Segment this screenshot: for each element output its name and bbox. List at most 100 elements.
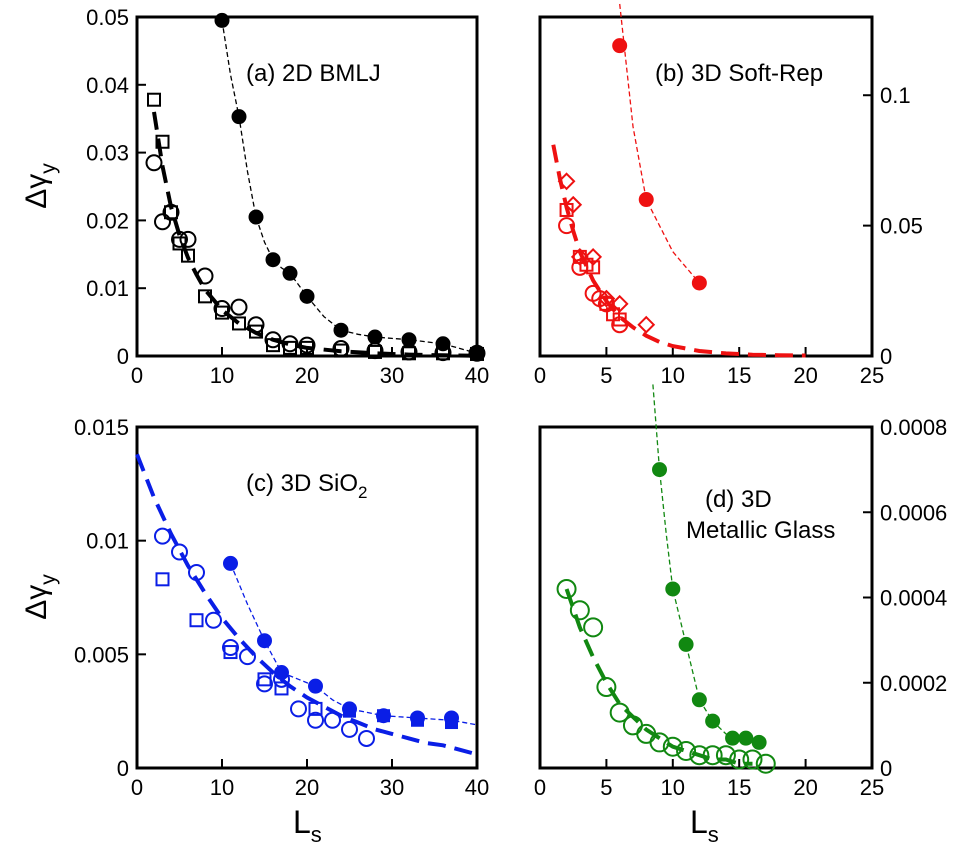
panel-c-filled-square-point	[411, 713, 424, 727]
panel-b-open-circle-point	[611, 316, 629, 334]
panel-d-filled-circle-point	[725, 730, 741, 746]
panel-d-open-circle-point	[609, 702, 630, 723]
panel-d-xtick-label: 5	[600, 775, 612, 800]
panel-d-title-line1: (d) 3D	[705, 486, 772, 513]
panel-d-thin-dashed-line	[652, 384, 760, 744]
panel-a-ytick-label: 0.03	[86, 141, 129, 166]
panel-c-open-circle-point	[307, 711, 324, 729]
panel-d-thick-dashed-line	[564, 588, 753, 766]
panel-a-open-square-point	[402, 346, 416, 361]
panel-d-open-circle-point	[676, 740, 697, 761]
panel-c-ytick-label: 0	[117, 756, 129, 781]
panel-d-ytick-label: 0.0008	[880, 415, 947, 440]
panel-c-open-circle-point	[290, 700, 307, 718]
panel-d-open-circle-point	[649, 732, 670, 753]
panel-a-open-square-point	[436, 346, 450, 361]
panel-d-open-circle-point	[689, 745, 710, 766]
panel-c-xtick-label: 40	[465, 775, 489, 800]
panel-c-open-circle-point	[341, 720, 358, 738]
panel-b-filled-circle-point	[612, 38, 628, 54]
panel-d-open-circle-point	[729, 749, 750, 770]
panel-b-title: (b) 3D Soft-Rep	[655, 60, 823, 87]
panel-a-open-circle-point	[145, 154, 163, 172]
panel-a-open-square-point	[172, 236, 187, 251]
panel-b-xtick-label: 25	[860, 363, 884, 388]
y-label-bottom-sub: y	[37, 574, 60, 585]
panel-b-xtick-label: 5	[600, 363, 612, 388]
x-label-left-main: L	[293, 804, 311, 840]
panel-c-open-square-point	[189, 613, 204, 628]
panel-c-open-circle-point	[205, 611, 222, 629]
panel-a-open-square-point	[334, 343, 348, 358]
panel-a-thick-dashed-line	[152, 111, 478, 358]
panel-d-open-circle-point	[556, 578, 577, 599]
y-label-top-sub: y	[37, 163, 60, 174]
panel-a-ytick-label: 0.05	[86, 5, 129, 30]
panel-c-xtick-label: 30	[380, 775, 404, 800]
x-label-right-main: L	[690, 804, 708, 840]
panel-a-thin-dashed-line	[221, 20, 478, 354]
panel-a-filled-circle-point	[333, 322, 349, 338]
y-axis-label-top: Δγy	[20, 163, 60, 209]
panel-b-open-circle-point	[597, 295, 615, 313]
panel-a-open-square-point	[198, 289, 212, 304]
panel-b-frame	[538, 15, 874, 358]
y-label-top-main: Δγ	[20, 174, 53, 209]
panel-a-open-square-point	[249, 324, 263, 339]
x-label-left-sub: s	[311, 822, 322, 847]
panel-a-filled-circle-point	[282, 265, 298, 281]
panel-c-filled-square-point	[445, 716, 458, 730]
panel-d-xtick-label: 0	[534, 775, 546, 800]
panel-d-filled-circle-point	[678, 636, 694, 652]
panel-c-open-circle-point	[154, 527, 171, 545]
panel-d-xtick-label: 10	[661, 775, 685, 800]
panel-a-open-square-point	[470, 346, 484, 361]
panel-a-open-square-point	[181, 248, 195, 263]
panel-b-xtick-label: 15	[727, 363, 751, 388]
panel-c-open-circle-point	[324, 711, 341, 729]
panel-d-open-circle-point	[662, 736, 683, 757]
panel-c-open-circle-point	[188, 563, 205, 581]
panel-c-thick-dashed-line	[135, 453, 478, 757]
panel-a-xtick-label: 40	[465, 363, 489, 388]
panel-d-open-circle-point	[742, 749, 763, 770]
panel-a-open-circle-point	[179, 230, 197, 248]
panel-b-xtick-label: 20	[793, 363, 817, 388]
panel-a-filled-circle-point	[214, 12, 230, 28]
panel-a-open-square-point	[155, 134, 170, 149]
panel-d-open-circle-point	[715, 745, 736, 766]
panel-a-open-circle-point	[281, 335, 299, 353]
panel-c-title-sub: 2	[358, 483, 367, 502]
panel-c-filled-square-point	[343, 704, 356, 718]
panel-d-open-circle-point	[702, 745, 723, 766]
panel-a-ytick-label: 0.04	[86, 73, 129, 98]
panel-c-open-square-point	[257, 672, 272, 687]
panel-d-filled-circle-point	[751, 734, 767, 750]
panel-c-ytick-label: 0.015	[74, 415, 129, 440]
panel-d-open-circle-point	[596, 677, 617, 698]
panel-a-filled-circle-point	[248, 209, 264, 225]
panel-c-xtick-label: 10	[210, 775, 234, 800]
panel-d-filled-circle-point	[705, 713, 721, 729]
panel-a-xtick-label: 0	[131, 363, 143, 388]
panel-d-title-line2: Metallic Glass	[686, 517, 835, 544]
panel-a-open-square-point	[215, 305, 229, 320]
panel-c-open-circle-point	[256, 675, 273, 693]
panel-a-xtick-label: 10	[210, 363, 234, 388]
panel-a-open-circle-point	[162, 203, 180, 221]
panel-d-filled-circle-point	[665, 581, 681, 597]
panel-a-xtick-label: 30	[380, 363, 404, 388]
panel-d-ytick-label: 0.0006	[880, 500, 947, 525]
panel-d-xtick-label: 20	[793, 775, 817, 800]
panel-a-open-circle-point	[264, 331, 282, 349]
panel-c-filled-circle-point	[257, 633, 272, 649]
panel-c-open-square-point	[223, 645, 238, 660]
panel-d-ytick-label: 0	[880, 756, 892, 781]
panel-a-filled-circle-point	[265, 252, 281, 268]
panel-b-open-circle-point	[558, 217, 576, 235]
panel-a-open-square-point	[368, 344, 382, 359]
panel-d-open-circle-point	[755, 753, 776, 774]
panel-c-open-square-point	[274, 681, 289, 696]
